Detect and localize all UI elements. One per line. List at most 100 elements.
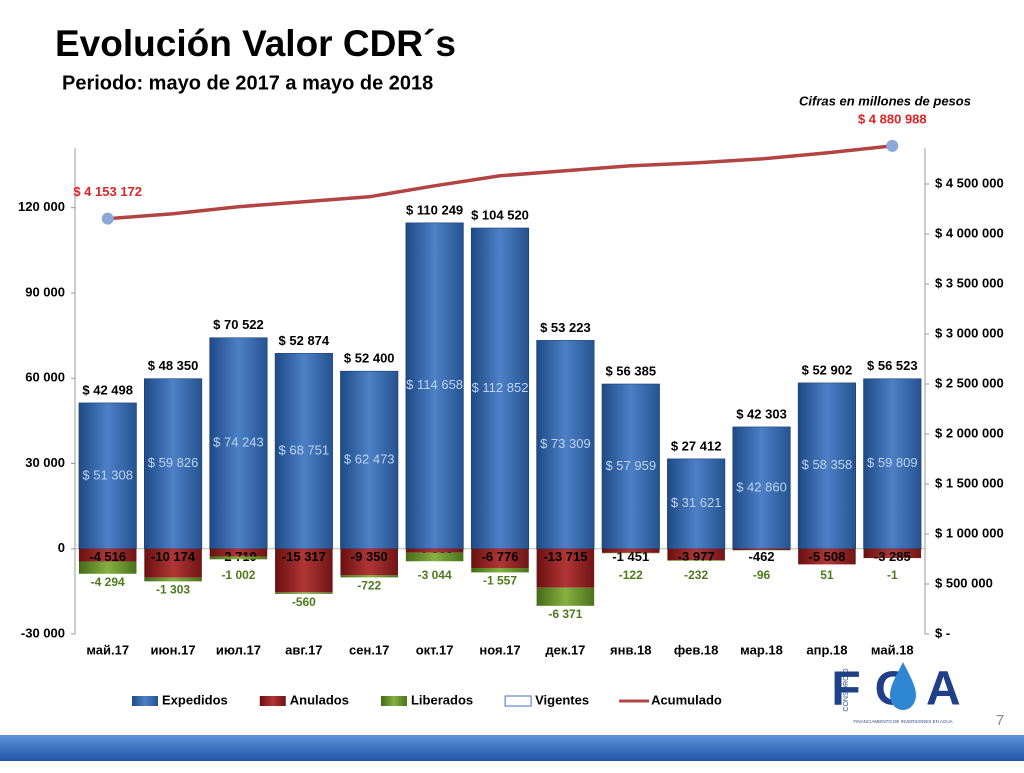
bar-liberados bbox=[275, 592, 333, 594]
x-tick-label: май.17 bbox=[86, 642, 129, 657]
expedidos-label: $ 74 243 bbox=[213, 435, 264, 450]
expedidos-label: $ 42 860 bbox=[736, 479, 787, 494]
anulados-label: -13 715 bbox=[543, 549, 587, 564]
y-tick-label: -30 000 bbox=[21, 625, 65, 640]
x-tick-label: дек.17 bbox=[545, 642, 585, 657]
vigentes-label: $ 56 523 bbox=[867, 358, 918, 373]
footer-band bbox=[0, 735, 1024, 761]
x-tick-label: июл.17 bbox=[216, 642, 261, 657]
vigentes-label: $ 52 400 bbox=[344, 351, 395, 366]
expedidos-label: $ 62 473 bbox=[344, 451, 395, 466]
liberados-label: -96 bbox=[753, 568, 771, 582]
expedidos-label: $ 57 959 bbox=[605, 458, 656, 473]
anulados-label: -10 174 bbox=[151, 549, 196, 564]
expedidos-label: $ 73 309 bbox=[540, 436, 591, 451]
legend-swatch bbox=[260, 696, 286, 706]
page-number: 7 bbox=[996, 712, 1004, 729]
legend-label: Anulados bbox=[290, 692, 349, 707]
vigentes-label: $ 52 902 bbox=[802, 362, 853, 377]
legend-swatch bbox=[132, 696, 158, 706]
vigentes-label: $ 56 385 bbox=[605, 363, 656, 378]
legend-label: Vigentes bbox=[535, 692, 589, 707]
title: Evolución Valor CDR´s bbox=[55, 23, 456, 64]
bar-liberados bbox=[79, 562, 137, 574]
anulados-label: -3 285 bbox=[874, 549, 911, 564]
expedidos-label: $ 68 751 bbox=[279, 442, 330, 457]
expedidos-label: $ 51 308 bbox=[82, 467, 133, 482]
anulados-label: -462 bbox=[749, 549, 775, 564]
vigentes-label: $ 53 223 bbox=[540, 320, 591, 335]
liberados-label: -1 557 bbox=[483, 574, 517, 588]
anulados-label: -15 317 bbox=[282, 549, 326, 564]
y2-tick-label: $ 500 000 bbox=[935, 575, 993, 590]
x-tick-label: авг.17 bbox=[285, 642, 322, 657]
anulados-label: -3 977 bbox=[678, 549, 715, 564]
x-tick-label: май.18 bbox=[871, 642, 914, 657]
liberados-label: -122 bbox=[619, 568, 643, 582]
liberados-label: 51 bbox=[820, 568, 834, 582]
liberados-label: -6 371 bbox=[548, 607, 582, 621]
y2-tick-label: $ 1 000 000 bbox=[935, 525, 1004, 540]
legend-label: Acumulado bbox=[651, 692, 722, 707]
y-tick-label: 60 000 bbox=[25, 370, 65, 385]
vigentes-label: $ 42 303 bbox=[736, 406, 787, 421]
expedidos-label: $ 59 809 bbox=[867, 455, 918, 470]
x-tick-label: янв.18 bbox=[610, 642, 652, 657]
x-tick-label: сен.17 bbox=[349, 642, 389, 657]
y2-tick-label: $ 3 500 000 bbox=[935, 275, 1004, 290]
liberados-label: -1 303 bbox=[156, 583, 190, 597]
liberados-label: -3 044 bbox=[418, 568, 452, 582]
liberados-label: -232 bbox=[684, 568, 708, 582]
vigentes-label: $ 104 520 bbox=[471, 207, 529, 222]
expedidos-label: $ 59 826 bbox=[148, 455, 199, 470]
bar-liberados bbox=[406, 553, 464, 562]
y-tick-label: 0 bbox=[58, 540, 65, 555]
expedidos-label: $ 58 358 bbox=[802, 457, 853, 472]
expedidos-label: $ 114 658 bbox=[406, 377, 463, 392]
acumulado-marker bbox=[886, 140, 898, 152]
y2-tick-label: $ 2 500 000 bbox=[935, 375, 1004, 390]
y-tick-label: 120 000 bbox=[18, 199, 65, 214]
y2-tick-label: $ 4 000 000 bbox=[935, 225, 1004, 240]
bar-liberados bbox=[667, 560, 725, 561]
liberados-label: -722 bbox=[357, 579, 381, 593]
y2-tick-label: $ 3 000 000 bbox=[935, 325, 1004, 340]
bar-liberados bbox=[537, 588, 595, 606]
vigentes-label: $ 52 874 bbox=[279, 333, 330, 348]
x-tick-label: фев.18 bbox=[674, 642, 719, 657]
logo-tagline: FINANCIAMIENTO DE INVERSIONES EN AGUA bbox=[853, 719, 952, 724]
expedidos-label: $ 31 621 bbox=[671, 495, 722, 510]
anulados-label: -9 350 bbox=[351, 549, 388, 564]
vigentes-label: $ 27 412 bbox=[671, 438, 722, 453]
liberados-label: -1 002 bbox=[221, 568, 255, 582]
bar-liberados bbox=[340, 575, 398, 577]
x-tick-label: июн.17 bbox=[151, 642, 196, 657]
y-tick-label: 90 000 bbox=[25, 284, 65, 299]
liberados-label: -1 bbox=[887, 568, 898, 582]
acumulado-label: $ 4 153 172 bbox=[73, 184, 142, 199]
vigentes-label: $ 42 498 bbox=[82, 382, 133, 397]
bar-liberados bbox=[471, 568, 529, 572]
y2-tick-label: $ - bbox=[935, 625, 950, 640]
anulados-label: -5 508 bbox=[808, 549, 845, 564]
vigentes-label: $ 70 522 bbox=[213, 317, 264, 332]
x-tick-label: мар.18 bbox=[740, 642, 783, 657]
x-tick-label: окт.17 bbox=[416, 642, 454, 657]
liberados-label: -4 294 bbox=[91, 575, 125, 589]
expedidos-label: $ 112 852 bbox=[472, 380, 529, 395]
acumulado-label: $ 4 880 988 bbox=[858, 111, 927, 126]
acumulado-marker bbox=[102, 213, 114, 225]
y-tick-label: 30 000 bbox=[25, 455, 65, 470]
vigentes-label: $ 110 249 bbox=[406, 202, 463, 217]
vigentes-label: $ 48 350 bbox=[148, 358, 199, 373]
legend-swatch bbox=[505, 696, 531, 706]
liberados-label: -560 bbox=[292, 595, 316, 609]
bar-liberados bbox=[210, 556, 268, 559]
subtitle: Periodo: mayo de 2017 a mayo de 2018 bbox=[62, 72, 433, 94]
anulados-label: -1 451 bbox=[612, 549, 649, 564]
legend-label: Expedidos bbox=[162, 692, 228, 707]
y2-tick-label: $ 4 500 000 bbox=[935, 175, 1004, 190]
x-tick-label: ноя.17 bbox=[479, 642, 520, 657]
